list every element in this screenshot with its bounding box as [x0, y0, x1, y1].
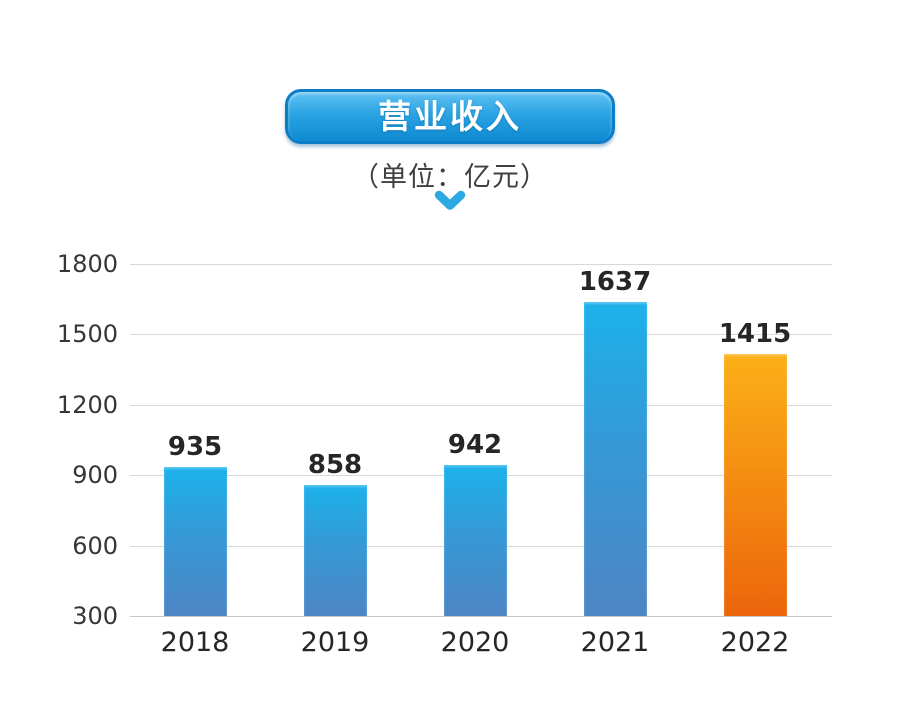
gridline	[130, 404, 832, 406]
bar-value-label: 1415	[718, 319, 792, 350]
chevron-down-icon	[434, 190, 466, 210]
bar-2019	[303, 485, 367, 616]
x-axis-label: 2022	[720, 627, 790, 658]
bar-value-label: 935	[167, 431, 223, 462]
y-axis-tick-label: 1500	[56, 320, 118, 349]
bar-2018	[163, 466, 227, 616]
bar-2022	[723, 354, 787, 616]
bar-value-label: 858	[307, 450, 363, 481]
bar-value-label: 1637	[578, 267, 652, 298]
x-axis-label: 2018	[160, 627, 230, 658]
y-axis-tick-label: 900	[72, 461, 118, 490]
x-axis-label: 2019	[300, 627, 370, 658]
y-axis-tick-label: 1800	[56, 250, 118, 278]
y-axis-tick-label: 600	[72, 531, 118, 560]
chart-title: 营业收入	[378, 97, 522, 136]
x-axis-label: 2021	[580, 627, 650, 658]
bar-2021	[583, 302, 647, 616]
gridline	[130, 334, 832, 336]
gridline	[130, 264, 832, 265]
bar-value-label: 942	[447, 430, 503, 461]
y-axis-tick-label: 1200	[56, 390, 118, 419]
y-axis-tick-label: 300	[72, 602, 118, 630]
unit-label: （单位：亿元）	[352, 162, 548, 193]
gridline	[130, 616, 832, 617]
chart-title-badge: 营业收入	[285, 89, 615, 144]
x-axis-label: 2020	[440, 627, 510, 658]
bar-2020	[443, 465, 507, 616]
